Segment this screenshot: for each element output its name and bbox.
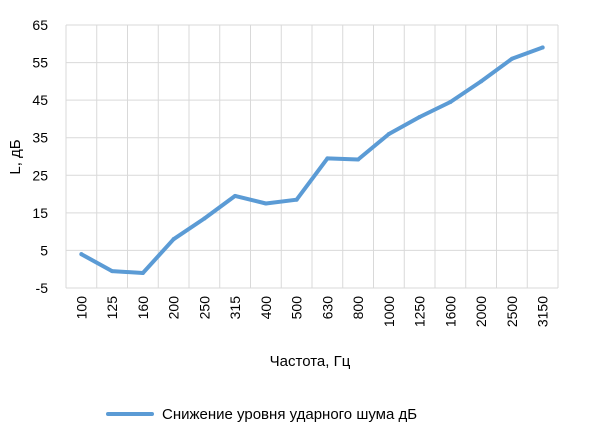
x-tick-label-11: 1250 — [412, 296, 428, 327]
data-point-0-0 — [79, 252, 84, 257]
legend-label: Снижение уровня ударного шума дБ — [162, 406, 417, 423]
y-tick-label-7: -5 — [36, 280, 49, 296]
grid — [65, 24, 559, 289]
data-point-0-4 — [202, 216, 207, 221]
y-tick-label-5: 15 — [32, 205, 48, 221]
x-tick-label-15: 3150 — [535, 296, 551, 327]
x-tick-label-2: 160 — [135, 296, 151, 320]
y-tick-label-4: 25 — [32, 167, 48, 183]
x-tick-label-7: 500 — [289, 296, 305, 320]
x-tick-label-3: 200 — [166, 296, 182, 320]
y-tick-label-6: 5 — [40, 242, 48, 258]
x-axis-ticks: 100 125 160 200 250 315 400 500 630 800 1000 1250 16… — [73, 296, 550, 327]
data-point-0-14 — [509, 56, 514, 61]
x-tick-label-14: 2500 — [504, 296, 520, 327]
y-axis-title: L, дБ — [7, 139, 24, 174]
x-tick-label-1: 125 — [104, 296, 120, 320]
y-tick-label-0: 65 — [32, 17, 48, 33]
data-point-0-11 — [417, 115, 422, 120]
data-point-0-8 — [325, 156, 330, 161]
y-axis-ticks: 65 55 45 35 25 15 5 -5 — [32, 17, 48, 296]
x-tick-label-6: 400 — [258, 296, 274, 320]
x-tick-label-5: 315 — [227, 296, 243, 320]
data-point-0-9 — [356, 157, 361, 162]
legend: Снижение уровня ударного шума дБ — [106, 406, 417, 423]
data-point-0-12 — [448, 100, 453, 105]
data-point-0-2 — [140, 270, 145, 275]
y-tick-label-3: 35 — [32, 130, 48, 146]
data-point-0-7 — [294, 197, 299, 202]
x-tick-label-8: 630 — [319, 296, 335, 320]
x-tick-label-9: 800 — [350, 296, 366, 320]
data-point-0-6 — [263, 201, 268, 206]
x-tick-label-4: 250 — [196, 296, 212, 320]
series-layer — [79, 45, 545, 275]
x-axis-title: Частота, Гц — [270, 353, 351, 370]
data-point-0-1 — [110, 269, 115, 274]
series-line-0 — [79, 45, 545, 275]
x-tick-label-10: 1000 — [381, 296, 397, 327]
x-tick-label-13: 2000 — [473, 296, 489, 327]
y-tick-label-1: 55 — [32, 55, 48, 71]
y-tick-label-2: 45 — [32, 92, 48, 108]
data-point-0-10 — [386, 131, 391, 136]
x-tick-label-0: 100 — [73, 296, 89, 320]
data-point-0-13 — [479, 79, 484, 84]
x-tick-label-12: 1600 — [442, 296, 458, 327]
data-point-0-15 — [540, 45, 545, 50]
data-point-0-5 — [233, 193, 238, 198]
data-point-0-3 — [171, 237, 176, 242]
